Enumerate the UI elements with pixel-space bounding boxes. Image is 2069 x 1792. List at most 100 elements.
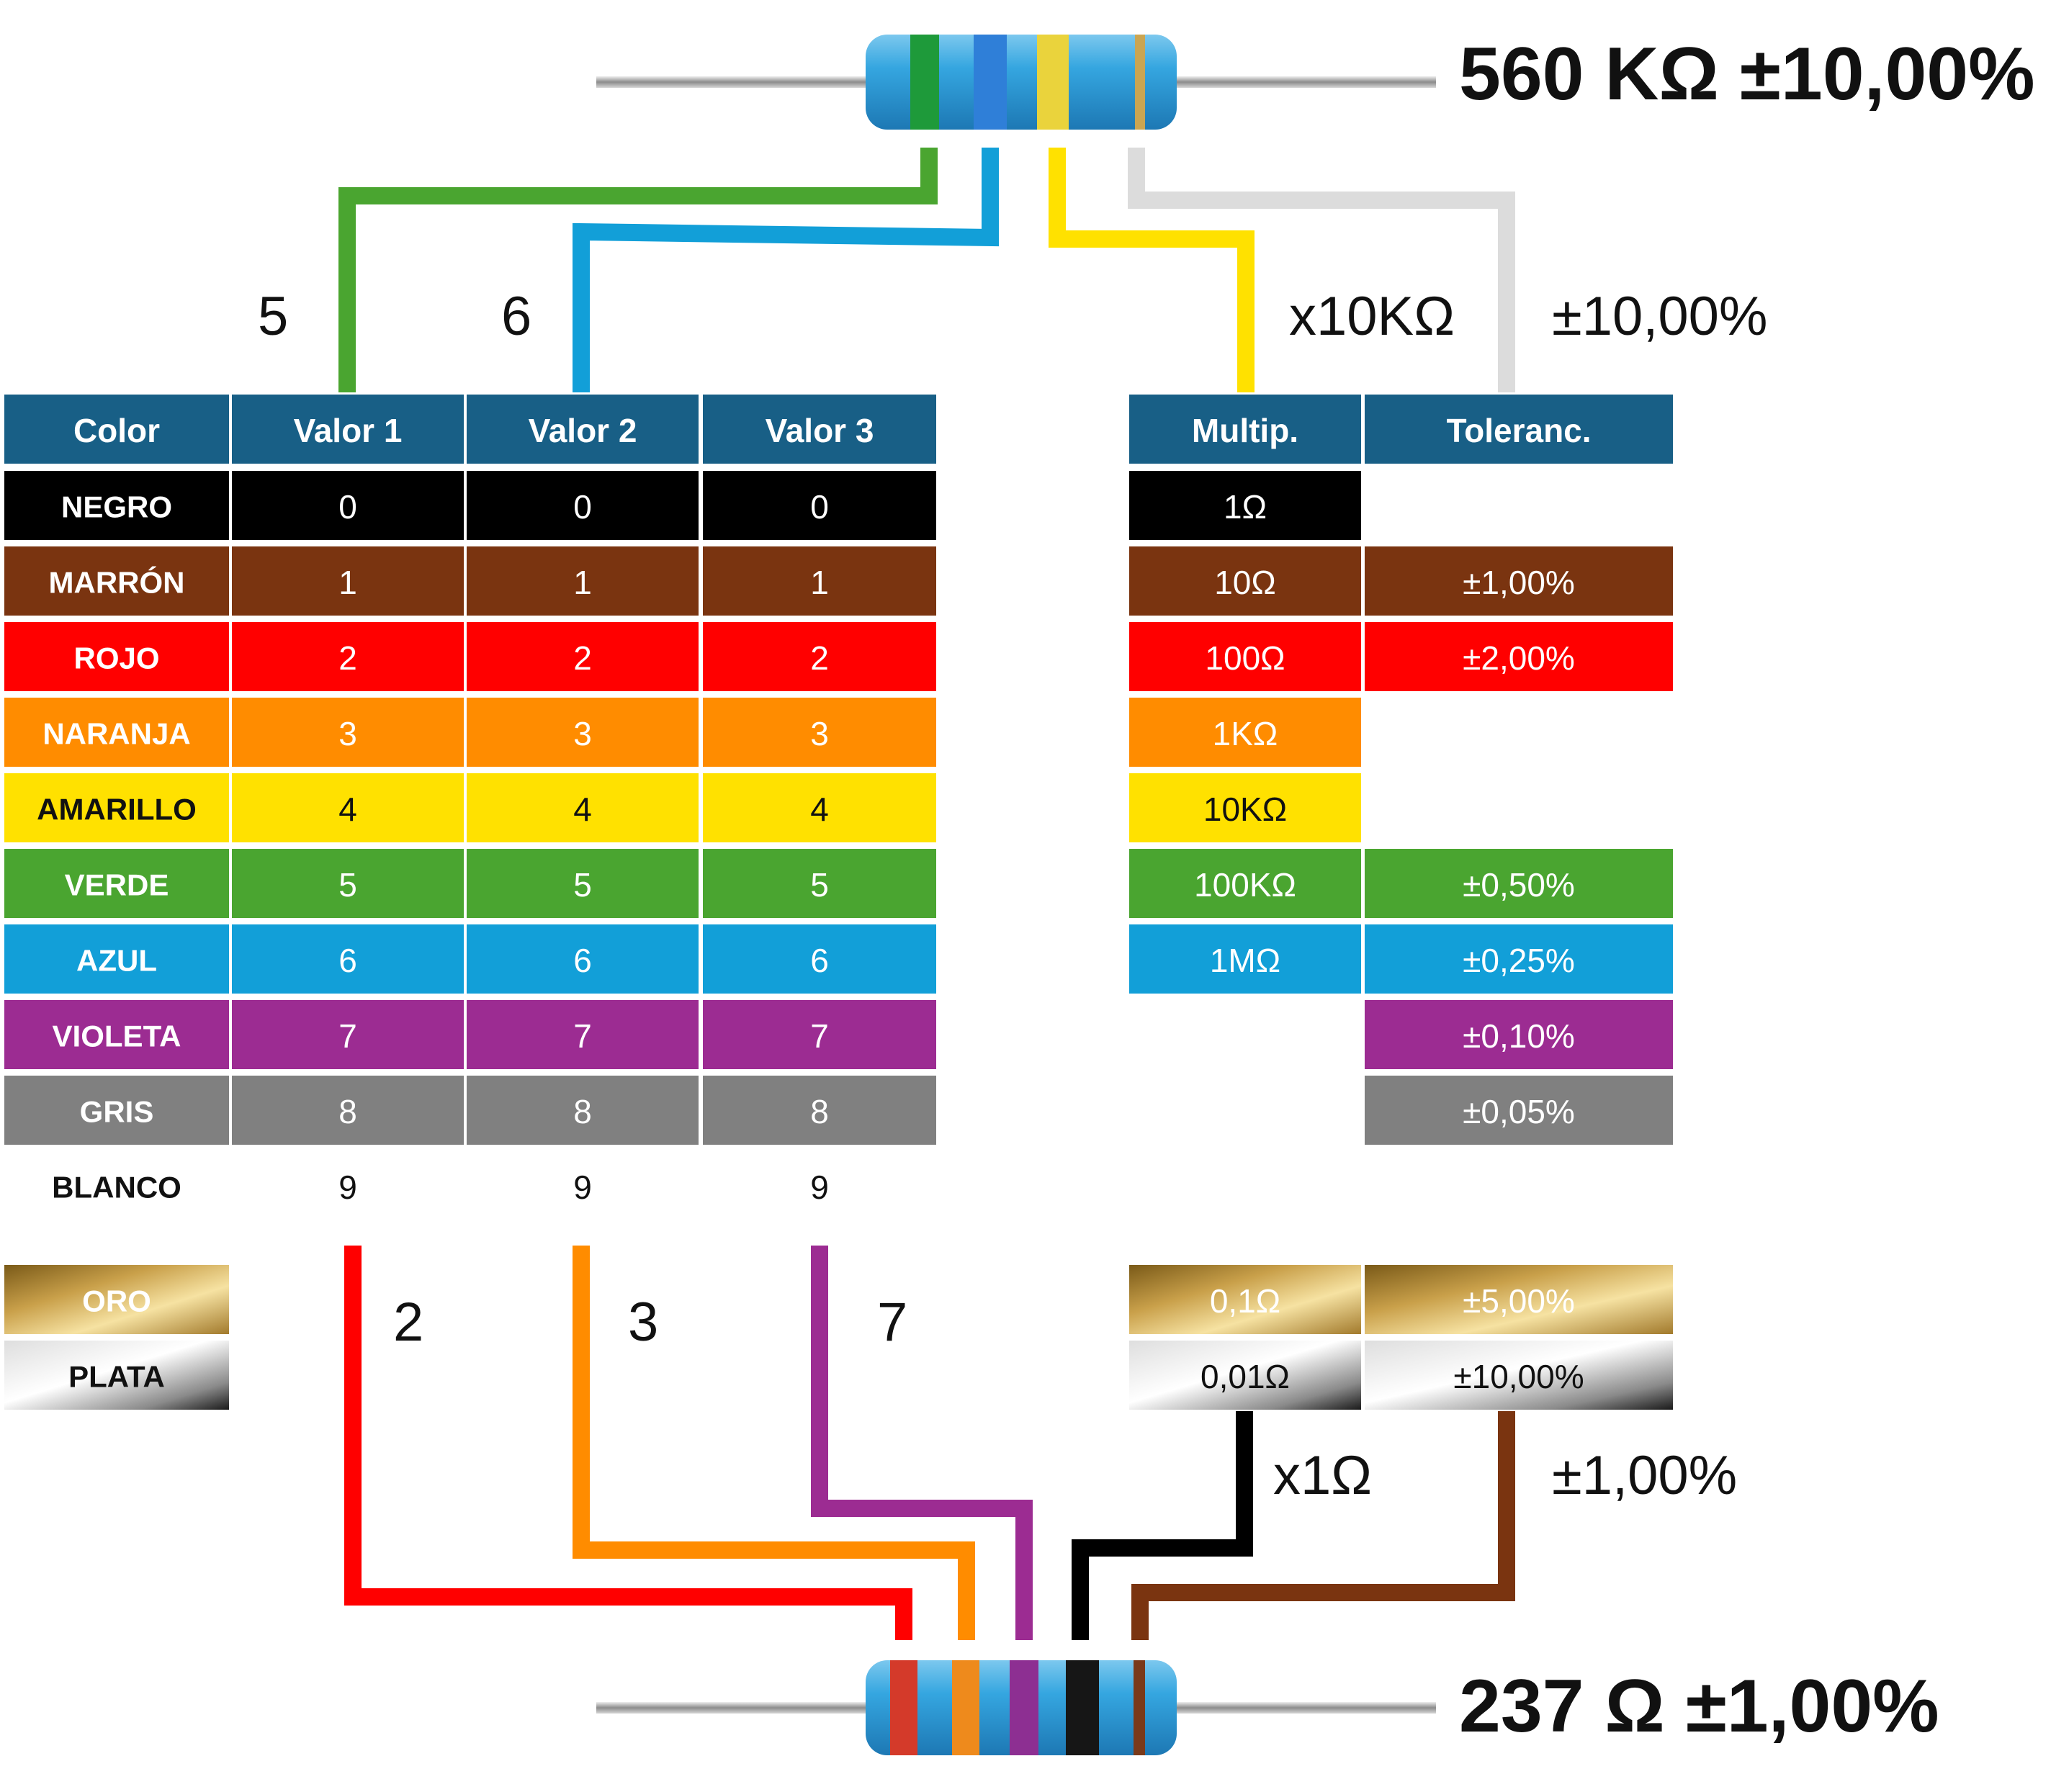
bottom-band-4 [1066,1660,1099,1755]
row-naranja-name: NARANJA [42,717,190,751]
color-code-table: Color Valor 1 Valor 2 Valor 3 Multip. Toleran… [4,395,1673,1410]
top-band-1 [910,35,939,130]
row-amarillo-name: AMARILLO [37,793,197,827]
row-negro-digit-2-cell [467,471,699,540]
header-3-cell [703,395,936,464]
row-amarillo-digit-3-cell [703,773,936,842]
header-valor-2: Valor 2 [529,412,637,449]
bottom-tolerance-label: ±1,00% [1552,1445,1737,1506]
row-negro-name: NEGRO [61,490,172,524]
bottom-digit-2-label: 3 [628,1292,658,1353]
header-2-cell [467,395,699,464]
header-toleranc: Toleranc. [1446,412,1591,449]
header-color: Color [73,412,160,449]
row-rojo-digit-1-cell [232,622,464,691]
bottom-band-3 [1010,1660,1038,1755]
row-naranja-digit-1-cell [232,698,464,767]
header-valor-1: Valor 1 [294,412,403,449]
row-negro-digit-2: 0 [573,488,592,526]
row-azul-name-cell [4,924,229,994]
row-negro-digit-1-cell [232,471,464,540]
row-blanco-digit-3: 9 [810,1169,829,1206]
row-negro-multiplier-cell [1129,471,1361,540]
row-rojo-name: ROJO [73,641,159,675]
row-azul-tolerance-cell [1365,924,1673,994]
row-marrn-name-cell [4,546,229,616]
row-marrn-digit-2-cell [467,546,699,616]
row-rojo-tolerance: ±2,00% [1463,639,1575,677]
row-oro-multiplier: 0,1Ω [1210,1282,1280,1320]
row-rojo-multiplier-cell [1129,622,1361,691]
row-violeta-name: VIOLETA [53,1019,181,1053]
row-verde-digit-3-cell [703,849,936,918]
row-naranja-digit-2-cell [467,698,699,767]
bottom-band-1 [890,1660,917,1755]
row-amarillo-multiplier-cell [1129,773,1361,842]
bottom-digit-1-label: 2 [393,1292,423,1353]
row-plata-tolerance: ±10,00% [1453,1358,1584,1395]
row-violeta-tolerance: ±0,10% [1463,1017,1575,1055]
wire-red [344,1246,912,1640]
row-negro-name-cell [4,471,229,540]
row-naranja-digit-3-cell [703,698,936,767]
row-marrn-tolerance-cell [1365,546,1673,616]
row-marrn-digit-3-cell [703,546,936,616]
top-digit-1-label: 5 [258,286,288,347]
row-naranja-multiplier: 1KΩ [1213,715,1278,752]
row-verde-digit-1-cell [232,849,464,918]
wire-orange [573,1246,975,1640]
row-marrn-digit-1-cell [232,546,464,616]
row-azul-multiplier: 1MΩ [1210,942,1280,979]
row-marrn-tolerance: ±1,00% [1463,564,1575,601]
row-blanco-digit-2: 9 [573,1169,592,1206]
row-violeta-tolerance-cell [1365,1000,1673,1069]
row-naranja-digit-2: 3 [573,715,592,752]
row-gris-digit-3-cell [703,1076,936,1145]
top-resistor-value: 560 KΩ ±10,00% [1459,32,2035,116]
row-azul-digit-3: 6 [810,942,829,979]
row-naranja-name-cell [4,698,229,767]
wire-black [1072,1411,1253,1640]
bottom-band-5 [1134,1660,1145,1755]
row-amarillo-digit-2: 4 [573,791,592,828]
row-violeta-digit-2-cell [467,1000,699,1069]
top-band-2 [974,35,1007,130]
row-plata-tolerance-cell [1365,1341,1673,1410]
row-azul-tolerance: ±0,25% [1463,942,1575,979]
row-amarillo-digit-3: 4 [810,791,829,828]
header-right-1-cell [1365,395,1673,464]
row-amarillo-multiplier: 10KΩ [1203,791,1287,828]
row-violeta-digit-3-cell [703,1000,936,1069]
top-digit-2-label: 6 [501,286,531,347]
top-multiplier-label: x10KΩ [1289,286,1455,347]
row-plata-name: PLATA [68,1360,165,1394]
row-azul-digit-1: 6 [338,942,357,979]
row-gris-digit-2-cell [467,1076,699,1145]
row-rojo-digit-3: 2 [810,639,829,677]
row-negro-digit-3-cell [703,471,936,540]
row-oro-tolerance-cell [1365,1265,1673,1334]
row-oro-name-cell [4,1265,229,1334]
header-right-0-cell [1129,395,1361,464]
row-blanco-digit-1: 9 [338,1169,357,1206]
row-plata-multiplier-cell [1129,1341,1361,1410]
row-rojo-digit-2: 2 [573,639,592,677]
row-naranja-digit-3: 3 [810,715,829,752]
row-verde-name-cell [4,849,229,918]
top-tolerance-label: ±10,00% [1552,286,1767,347]
bottom-resistor-value: 237 Ω ±1,00% [1459,1665,1939,1748]
row-plata-multiplier: 0,01Ω [1200,1358,1290,1395]
row-rojo-tolerance-cell [1365,622,1673,691]
row-negro-digit-1: 0 [338,488,357,526]
wire-yellow [1049,148,1255,392]
row-verde-digit-2: 5 [573,866,592,904]
wire-brown [1131,1411,1515,1640]
header-valor-3: Valor 3 [766,412,874,449]
row-negro-digit-3: 0 [810,488,829,526]
row-amarillo-name-cell [4,773,229,842]
row-violeta-digit-1: 7 [338,1017,357,1055]
row-azul-digit-1-cell [232,924,464,994]
wire-silver [1128,148,1515,392]
top-band-4 [1135,35,1145,130]
